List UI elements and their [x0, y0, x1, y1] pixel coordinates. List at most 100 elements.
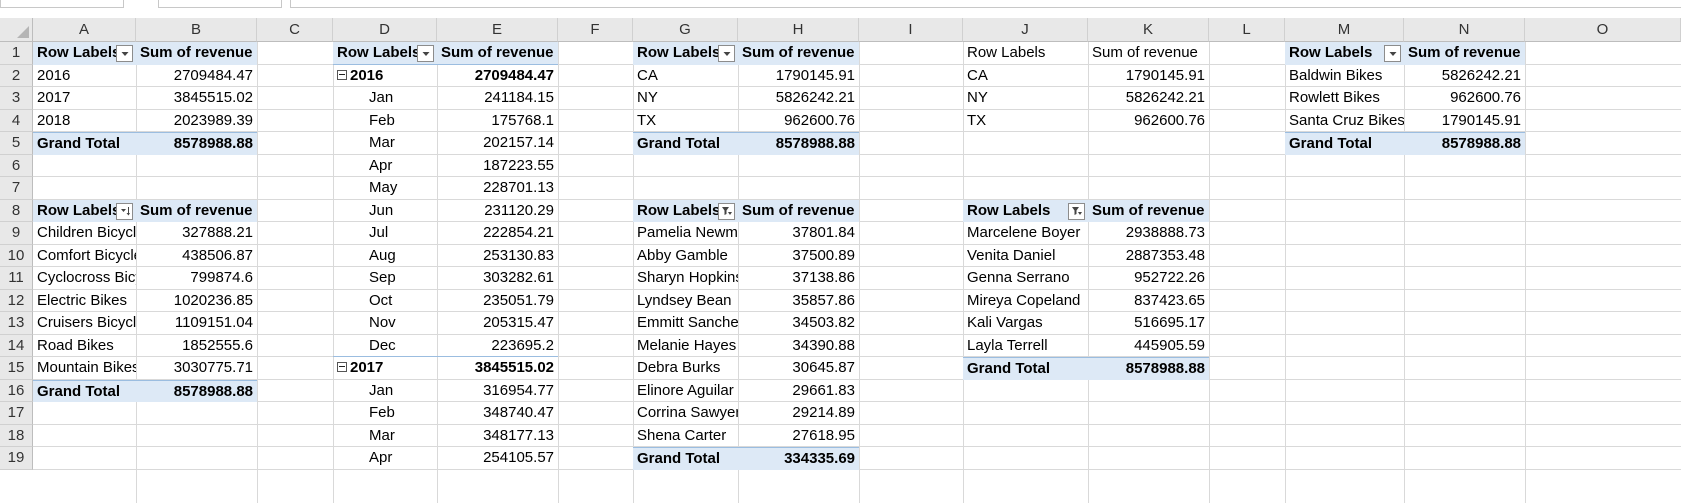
pivot-row-value[interactable]: 1852555.6	[182, 336, 253, 354]
year-group-total[interactable]: 3845515.02	[474, 359, 554, 376]
filter-dropdown-icon[interactable]	[718, 45, 735, 62]
collapse-icon[interactable]	[337, 69, 347, 80]
filter-dropdown-icon[interactable]	[1384, 45, 1401, 62]
pivot-row-label[interactable]: Kali Vargas	[967, 314, 1043, 331]
pivot-row-value[interactable]: 1020236.85	[173, 291, 253, 309]
pivot-row-value[interactable]: 327888.21	[182, 224, 253, 241]
month-value[interactable]: 235051.79	[483, 291, 554, 309]
year-group-label[interactable]: 2017	[333, 357, 437, 380]
month-value[interactable]: 223695.2	[491, 336, 554, 354]
pivot-row-value[interactable]: 34503.82	[792, 314, 855, 331]
month-label[interactable]: Jun	[369, 201, 394, 219]
pivot-row-label[interactable]: Electric Bikes	[37, 291, 128, 309]
month-label[interactable]: Feb	[369, 111, 395, 129]
month-value[interactable]: 303282.61	[483, 269, 554, 286]
plain-row-label[interactable]: NY	[967, 89, 988, 106]
pivot-row-label[interactable]: Mireya Copeland	[967, 291, 1081, 309]
formula-bar-input[interactable]	[290, 0, 1681, 8]
pivot-row-label[interactable]: Children Bicycles	[37, 224, 136, 241]
pivot-header-sum-revenue[interactable]: Sum of revenue	[437, 42, 558, 65]
month-label[interactable]: Jan	[369, 89, 394, 106]
grand-total-label[interactable]: Grand Total	[33, 132, 136, 155]
month-label[interactable]: Jul	[369, 224, 389, 241]
pivot-header-sum-revenue[interactable]: Sum of revenue	[1088, 199, 1209, 222]
row-header-2[interactable]: 2	[0, 64, 33, 87]
name-box[interactable]	[0, 0, 124, 8]
filter-dropdown-icon[interactable]	[417, 45, 434, 62]
row-header-19[interactable]: 19	[0, 447, 33, 470]
month-value[interactable]: 202157.14	[483, 134, 554, 151]
row-header-7[interactable]: 7	[0, 177, 33, 200]
grand-total-label[interactable]: Grand Total	[633, 447, 738, 470]
column-header-i[interactable]: I	[859, 18, 963, 42]
pivot-row-value[interactable]: 445905.59	[1134, 336, 1205, 354]
pivot-header-row-labels[interactable]: Row Labels	[633, 199, 738, 222]
pivot-row-value[interactable]: 34390.88	[792, 336, 855, 354]
pivot-row-value[interactable]: 5826242.21	[775, 89, 855, 106]
filter-applied-icon[interactable]	[718, 202, 735, 220]
row-header-10[interactable]: 10	[0, 244, 33, 267]
row-header-4[interactable]: 4	[0, 109, 33, 132]
month-label[interactable]: Feb	[369, 404, 395, 421]
plain-row-value[interactable]: 962600.76	[1134, 111, 1205, 129]
pivot-row-value[interactable]: 516695.17	[1134, 314, 1205, 331]
pivot-row-value[interactable]: 2887353.48	[1125, 246, 1205, 264]
pivot-row-label[interactable]: 2017	[37, 89, 71, 106]
pivot-row-value[interactable]: 29661.83	[792, 381, 855, 399]
month-label[interactable]: Mar	[369, 134, 395, 151]
row-header-8[interactable]: 8	[0, 199, 33, 222]
filter-dropdown-icon[interactable]	[116, 45, 133, 62]
pivot-header-sum-revenue[interactable]: Sum of revenue	[136, 42, 257, 65]
pivot-row-label[interactable]: Mountain Bikes	[37, 359, 136, 376]
month-label[interactable]: Nov	[369, 314, 396, 331]
plain-row-value[interactable]: 1790145.91	[1125, 66, 1205, 84]
filter-applied-icon[interactable]	[1068, 202, 1085, 220]
column-header-e[interactable]: E	[437, 18, 558, 42]
select-all-corner[interactable]	[0, 18, 33, 42]
month-label[interactable]: Sep	[369, 269, 396, 286]
pivot-row-value[interactable]: 37138.86	[792, 269, 855, 286]
month-value[interactable]: 175768.1	[491, 111, 554, 129]
grand-total-label[interactable]: Grand Total	[1285, 132, 1404, 155]
pivot-header-row-labels[interactable]: Row Labels	[333, 42, 437, 65]
pivot-row-label[interactable]: Sharyn Hopkins	[637, 269, 738, 286]
pivot-row-label[interactable]: Baldwin Bikes	[1289, 66, 1383, 84]
pivot-row-label[interactable]: Layla Terrell	[967, 336, 1048, 354]
row-header-5[interactable]: 5	[0, 132, 33, 155]
grand-total-value[interactable]: 8578988.88	[738, 132, 859, 155]
month-value[interactable]: 231120.29	[484, 201, 554, 219]
month-value[interactable]: 316954.77	[483, 381, 554, 399]
formula-buttons[interactable]	[158, 0, 282, 8]
row-header-16[interactable]: 16	[0, 379, 33, 402]
column-header-l[interactable]: L	[1209, 18, 1285, 42]
pivot-row-label[interactable]: Cyclocross Bicycles	[37, 269, 136, 286]
pivot-row-label[interactable]: CA	[637, 66, 658, 84]
pivot-header-sum-revenue[interactable]: Sum of revenue	[738, 199, 859, 222]
row-header-14[interactable]: 14	[0, 334, 33, 357]
month-value[interactable]: 205315.47	[483, 314, 554, 331]
month-value[interactable]: 348740.47	[483, 404, 554, 421]
pivot-row-label[interactable]: Genna Serrano	[967, 269, 1070, 286]
pivot-row-value[interactable]: 438506.87	[182, 246, 253, 264]
pivot-row-value[interactable]: 3845515.02	[173, 89, 253, 106]
pivot-row-value[interactable]: 37500.89	[792, 246, 855, 264]
pivot-row-label[interactable]: Rowlett Bikes	[1289, 89, 1380, 106]
grand-total-value[interactable]: 8578988.88	[1404, 132, 1525, 155]
pivot-row-value[interactable]: 35857.86	[792, 291, 855, 309]
grand-total-value[interactable]: 8578988.88	[1088, 357, 1209, 380]
month-value[interactable]: 187223.55	[483, 156, 554, 174]
pivot-row-label[interactable]: Venita Daniel	[967, 246, 1056, 264]
pivot-row-label[interactable]: Pamelia Newman	[637, 224, 738, 241]
column-header-o[interactable]: O	[1525, 18, 1681, 42]
pivot-row-value[interactable]: 29214.89	[792, 404, 855, 421]
pivot-row-value[interactable]: 30645.87	[792, 359, 855, 376]
pivot-row-value[interactable]: 27618.95	[792, 426, 855, 444]
year-group-label[interactable]: 2016	[333, 65, 437, 88]
row-header-6[interactable]: 6	[0, 154, 33, 177]
plain-row-label[interactable]: CA	[967, 66, 988, 84]
column-header-j[interactable]: J	[963, 18, 1088, 42]
pivot-row-value[interactable]: 962600.76	[784, 111, 855, 129]
pivot-row-label[interactable]: TX	[637, 111, 657, 129]
pivot-row-label[interactable]: Lyndsey Bean	[637, 291, 732, 309]
column-header-d[interactable]: D	[333, 18, 437, 42]
